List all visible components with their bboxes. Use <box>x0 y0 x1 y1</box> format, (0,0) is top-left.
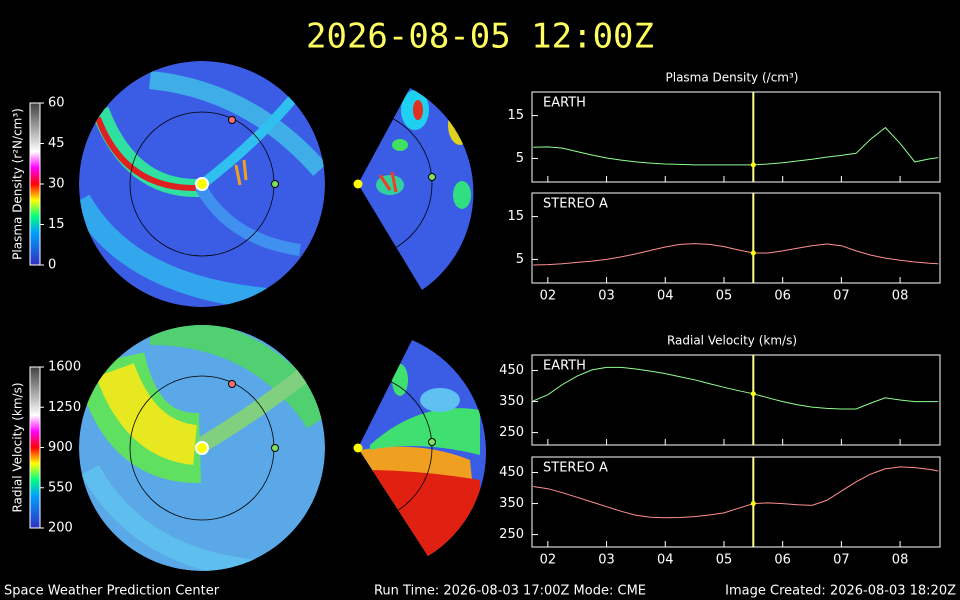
y-tick-label: 450 <box>499 465 524 480</box>
y-tick-label: 250 <box>499 425 524 440</box>
stereo-marker <box>228 116 236 124</box>
plot-frame <box>531 91 941 183</box>
plot-frame <box>531 192 941 284</box>
sun <box>353 179 363 189</box>
series-line <box>533 466 939 519</box>
orbit <box>358 373 433 523</box>
timestamp: 2026-08-05 12:00Z <box>306 17 654 57</box>
plot-frame <box>531 456 941 548</box>
y-tick-label: 350 <box>499 394 524 409</box>
x-tick-label: 08 <box>892 553 909 568</box>
sun <box>195 177 209 191</box>
panel-label: EARTH <box>543 96 586 111</box>
y-tick-label: 250 <box>499 527 524 542</box>
colorbar-tick-label: 60 <box>48 96 65 111</box>
colorbar <box>29 366 41 529</box>
colorbar-tick-label: 45 <box>48 136 65 151</box>
footer-center: Run Time: 2026-08-03 17:00Z Mode: CME <box>374 584 646 599</box>
colorbar-tick-label: 0 <box>48 258 56 273</box>
colorbar-label: Radial Velocity (km/s) <box>11 382 25 512</box>
panel-label: STEREO A <box>543 197 608 212</box>
x-tick-label: 04 <box>657 289 674 304</box>
y-tick-label: 350 <box>499 496 524 511</box>
x-tick-label: 03 <box>598 553 615 568</box>
y-tick-label: 15 <box>507 209 524 224</box>
colorbar-tick-label: 15 <box>48 217 65 232</box>
sun <box>353 443 363 453</box>
x-tick-label: 05 <box>716 553 733 568</box>
colorbar <box>29 102 41 266</box>
panel-title: Radial Velocity (km/s) <box>667 334 797 348</box>
x-tick-label: 02 <box>540 553 557 568</box>
x-tick-label: 05 <box>716 289 733 304</box>
earth-marker <box>428 438 436 446</box>
colorbar-tick-label: 1600 <box>48 360 81 375</box>
x-tick-label: 06 <box>774 289 791 304</box>
time-marker-dot <box>750 391 756 397</box>
x-tick-label: 03 <box>598 289 615 304</box>
density-wedge <box>358 88 474 290</box>
series-line <box>533 366 939 410</box>
sun <box>195 441 209 455</box>
time-marker-dot <box>750 250 756 256</box>
x-tick-label: 08 <box>892 289 909 304</box>
colorbar-label: Plasma Density (r²N/cm³) <box>11 108 25 260</box>
y-tick-label: 15 <box>507 108 524 123</box>
colorbar-tick-label: 900 <box>48 440 73 455</box>
time-marker-dot <box>750 162 756 168</box>
colorbar-tick-label: 1250 <box>48 400 81 415</box>
colorbar-tick-label: 550 <box>48 480 73 495</box>
panel-label: STEREO A <box>543 461 608 476</box>
series-line <box>533 243 939 266</box>
y-tick-label: 5 <box>516 151 524 166</box>
x-tick-label: 07 <box>833 289 850 304</box>
stereo-marker <box>228 380 236 388</box>
earth-marker <box>428 173 436 181</box>
earth-marker <box>271 180 279 188</box>
orbit <box>358 109 433 259</box>
series-line <box>533 126 939 166</box>
time-marker-dot <box>750 501 756 507</box>
colorbar-tick-label: 200 <box>48 521 73 536</box>
y-tick-label: 5 <box>516 252 524 267</box>
x-tick-label: 04 <box>657 553 674 568</box>
panel-title: Plasma Density (/cm³) <box>666 71 799 85</box>
panel-label: EARTH <box>543 359 586 374</box>
footer-left: Space Weather Prediction Center <box>4 584 220 599</box>
y-tick-label: 450 <box>499 363 524 378</box>
plot-frame <box>531 354 941 446</box>
colorbar-tick-label: 30 <box>48 177 65 192</box>
earth-marker <box>271 444 279 452</box>
x-tick-label: 02 <box>540 289 557 304</box>
x-tick-label: 07 <box>833 553 850 568</box>
x-tick-label: 06 <box>774 553 791 568</box>
footer-right: Image Created: 2026-08-03 18:20Z <box>725 584 956 599</box>
velocity-wedge <box>358 340 486 556</box>
